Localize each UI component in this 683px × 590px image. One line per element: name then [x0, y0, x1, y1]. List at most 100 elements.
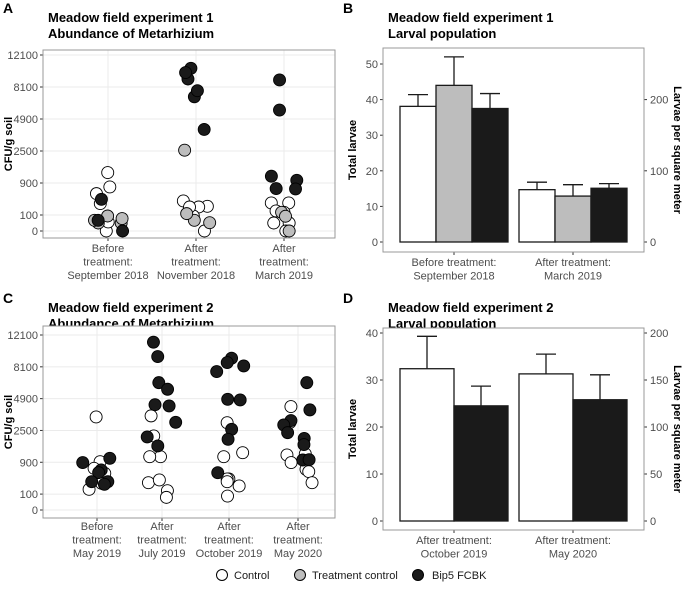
- data-point: [284, 456, 298, 470]
- data-point: [76, 456, 90, 470]
- data-point: [273, 73, 287, 87]
- x-tick-label: Before: [81, 521, 113, 533]
- legend-label-control: Control: [234, 570, 269, 582]
- data-point: [284, 400, 298, 414]
- y-tick-label: 20: [366, 166, 378, 178]
- y2-axis-label: Larvae per square meter: [671, 365, 683, 494]
- legend: Control Treatment control Bip5 FCBK: [216, 569, 487, 582]
- data-point: [103, 180, 117, 194]
- data-point: [143, 450, 157, 464]
- data-point: [237, 359, 251, 373]
- panel-title: Meadow field experiment 1: [48, 10, 213, 25]
- data-point: [147, 335, 160, 349]
- y2-tick-label: 100: [650, 166, 668, 178]
- data-point: [141, 476, 155, 490]
- y-tick-label: 900: [20, 457, 38, 469]
- x-tick-label: September 2018: [67, 270, 148, 282]
- data-point: [220, 356, 234, 370]
- panel-letter: B: [343, 0, 353, 16]
- x-tick-label: Before treatment:: [412, 257, 497, 269]
- data-point: [221, 392, 235, 406]
- panel-title: Abundance of Metarhizium: [48, 26, 214, 41]
- legend-marker-treatment-control: [294, 569, 306, 581]
- data-point: [91, 213, 105, 227]
- y-tick-label: 10: [366, 469, 378, 481]
- y-tick-label: 100: [20, 489, 38, 501]
- y2-tick-label: 200: [650, 95, 668, 107]
- data-point: [302, 453, 316, 467]
- data-point: [97, 477, 111, 491]
- bar: [554, 195, 592, 243]
- y-tick-label: 20: [366, 422, 378, 434]
- data-point: [162, 399, 176, 413]
- x-tick-label: July 2019: [138, 548, 185, 560]
- y-axis-label: Total larvae: [347, 399, 359, 459]
- data-point: [116, 224, 130, 238]
- y2-tick-label: 200: [650, 328, 668, 340]
- data-point: [178, 143, 192, 157]
- data-point: [159, 490, 173, 504]
- data-point: [220, 475, 234, 489]
- data-point: [152, 376, 166, 390]
- legend-marker-bip5: [412, 569, 424, 581]
- data-point: [190, 84, 204, 98]
- plot-frame: [42, 325, 336, 519]
- y2-tick-label: 150: [650, 375, 668, 387]
- y-tick-label: 8100: [14, 362, 38, 374]
- panel-title: Larval population: [388, 26, 496, 41]
- y-tick-label: 12100: [7, 50, 38, 62]
- y-tick-label: 2500: [14, 146, 38, 158]
- data-point: [180, 207, 194, 221]
- x-tick-label: treatment:: [259, 257, 309, 269]
- y2-tick-label: 100: [650, 422, 668, 434]
- data-point: [89, 410, 103, 424]
- panel-title: Meadow field experiment 2: [388, 300, 553, 315]
- data-point: [305, 476, 319, 490]
- x-tick-label: After treatment:: [535, 535, 611, 547]
- legend-label-bip5: Bip5 FCBK: [432, 570, 487, 582]
- plot-frame: [382, 327, 645, 531]
- x-tick-label: After: [184, 243, 208, 255]
- data-point: [101, 166, 115, 180]
- panel-title: Larval population: [388, 316, 496, 331]
- x-tick-label: treatment:: [273, 535, 323, 547]
- data-point: [115, 212, 129, 226]
- data-point: [221, 432, 235, 446]
- y-tick-label: 50: [366, 59, 378, 71]
- x-tick-label: November 2018: [157, 270, 235, 282]
- y2-axis-label: Larvae per square meter: [671, 86, 683, 215]
- x-tick-label: October 2019: [421, 549, 488, 561]
- data-point: [152, 473, 166, 487]
- data-point: [236, 446, 250, 460]
- bar: [518, 373, 574, 522]
- y-tick-label: 2500: [14, 425, 38, 437]
- data-point: [232, 479, 246, 493]
- plot-frame: [382, 47, 645, 253]
- x-tick-label: September 2018: [413, 271, 494, 283]
- x-tick-label: treatment:: [171, 257, 221, 269]
- data-point: [85, 475, 99, 489]
- x-tick-label: treatment:: [137, 535, 187, 547]
- data-point: [273, 103, 286, 117]
- y-tick-label: 12100: [7, 330, 38, 342]
- data-point: [103, 451, 117, 465]
- legend-label-treatment-control: Treatment control: [312, 570, 398, 582]
- y-tick-label: 0: [32, 226, 38, 238]
- data-point: [279, 209, 292, 223]
- bar: [471, 107, 509, 243]
- data-point: [267, 216, 281, 230]
- y-tick-label: 4900: [14, 114, 38, 126]
- data-point: [92, 466, 106, 480]
- x-tick-label: May 2020: [549, 549, 597, 561]
- panel-title: Meadow field experiment 2: [48, 300, 213, 315]
- data-point: [148, 398, 162, 412]
- y-tick-label: 0: [32, 505, 38, 517]
- y-tick-label: 40: [366, 328, 378, 340]
- x-tick-label: After: [217, 521, 241, 533]
- x-tick-label: treatment:: [83, 257, 133, 269]
- data-point: [289, 182, 302, 196]
